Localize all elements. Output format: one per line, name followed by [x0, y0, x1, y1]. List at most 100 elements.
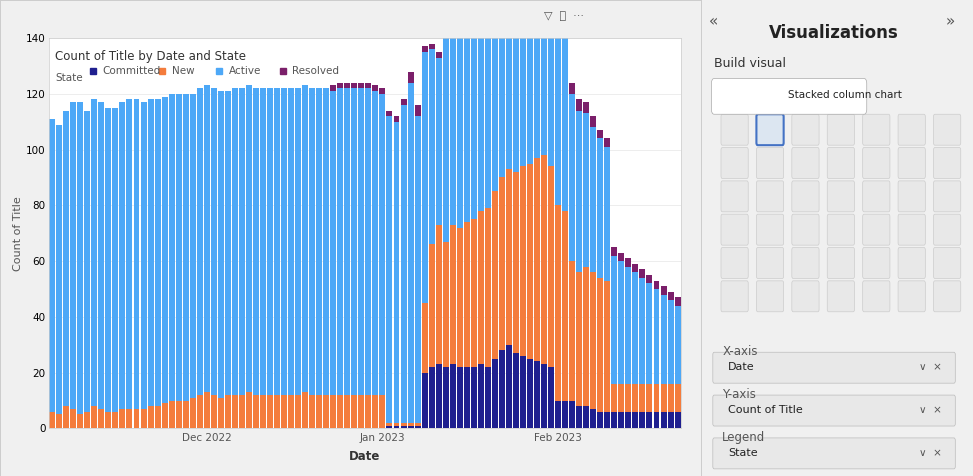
Bar	[295, 395, 301, 428]
Bar	[373, 86, 378, 91]
Bar	[366, 395, 372, 428]
Bar	[527, 164, 533, 359]
Bar	[632, 384, 638, 412]
Bar	[471, 0, 477, 219]
Bar	[456, 367, 463, 428]
Bar	[562, 38, 568, 211]
Bar	[492, 0, 498, 191]
Bar	[654, 289, 660, 384]
FancyBboxPatch shape	[721, 114, 748, 145]
Bar	[485, 0, 490, 208]
FancyBboxPatch shape	[827, 181, 854, 212]
Bar	[393, 423, 400, 426]
Bar	[492, 359, 498, 428]
Bar	[218, 398, 224, 428]
Bar	[140, 102, 147, 409]
Bar	[155, 99, 161, 406]
Bar	[281, 88, 287, 395]
Bar	[667, 300, 673, 384]
Bar	[197, 88, 202, 395]
FancyBboxPatch shape	[756, 214, 783, 245]
FancyBboxPatch shape	[756, 114, 783, 145]
Bar	[506, 345, 512, 428]
Bar	[506, 0, 512, 169]
Bar	[485, 367, 490, 428]
Bar	[556, 205, 561, 400]
Bar	[443, 19, 449, 242]
Bar	[246, 86, 252, 392]
Bar	[401, 105, 407, 423]
Bar	[288, 395, 294, 428]
Text: Resolved: Resolved	[292, 66, 340, 76]
FancyBboxPatch shape	[792, 148, 819, 178]
Bar	[77, 102, 84, 415]
Bar	[421, 52, 427, 303]
Bar	[56, 125, 62, 415]
Bar	[520, 356, 526, 428]
Bar	[323, 88, 329, 395]
Bar	[611, 412, 617, 428]
Text: Build visual: Build visual	[714, 57, 786, 70]
Bar	[303, 392, 308, 428]
Bar	[176, 400, 182, 428]
Bar	[541, 0, 547, 155]
Text: X-axis: X-axis	[722, 345, 758, 358]
Bar	[211, 88, 217, 395]
Bar	[260, 395, 266, 428]
Bar	[393, 122, 400, 423]
Bar	[619, 384, 625, 412]
Bar	[513, 172, 519, 353]
Bar	[338, 88, 343, 395]
Bar	[436, 225, 442, 364]
Bar	[499, 0, 505, 178]
FancyBboxPatch shape	[933, 148, 960, 178]
Text: State: State	[728, 448, 757, 458]
Bar	[646, 412, 653, 428]
Text: Committed: Committed	[102, 66, 161, 76]
Bar	[506, 169, 512, 345]
FancyBboxPatch shape	[898, 181, 925, 212]
Bar	[646, 384, 653, 412]
Bar	[456, 0, 463, 228]
FancyBboxPatch shape	[721, 248, 748, 278]
Bar	[429, 49, 435, 244]
FancyBboxPatch shape	[756, 281, 783, 312]
Bar	[309, 395, 315, 428]
Bar	[98, 409, 104, 428]
Bar	[548, 0, 554, 166]
FancyBboxPatch shape	[721, 281, 748, 312]
Bar	[85, 110, 90, 412]
Bar	[556, 13, 561, 24]
Y-axis label: Count of Title: Count of Title	[14, 196, 23, 271]
Bar	[344, 83, 350, 88]
Bar	[148, 99, 154, 406]
Bar	[330, 395, 337, 428]
FancyBboxPatch shape	[863, 148, 890, 178]
Bar	[393, 426, 400, 428]
FancyBboxPatch shape	[863, 114, 890, 145]
Bar	[569, 83, 575, 94]
Bar	[386, 110, 392, 116]
Bar	[541, 155, 547, 364]
FancyBboxPatch shape	[933, 181, 960, 212]
FancyBboxPatch shape	[713, 352, 955, 383]
FancyBboxPatch shape	[898, 248, 925, 278]
Bar	[190, 398, 196, 428]
Bar	[597, 278, 603, 412]
Bar	[562, 400, 568, 428]
Bar	[414, 423, 420, 426]
Bar	[456, 228, 463, 367]
Bar	[527, 359, 533, 428]
Bar	[316, 395, 322, 428]
Bar	[303, 86, 308, 392]
Bar	[197, 395, 202, 428]
FancyBboxPatch shape	[827, 214, 854, 245]
Bar	[126, 409, 132, 428]
Bar	[513, 353, 519, 428]
Bar	[408, 71, 414, 83]
Text: ∨  ×: ∨ ×	[919, 362, 942, 373]
Bar	[436, 58, 442, 225]
Bar	[421, 303, 427, 373]
Bar	[274, 395, 280, 428]
Bar	[632, 264, 638, 272]
